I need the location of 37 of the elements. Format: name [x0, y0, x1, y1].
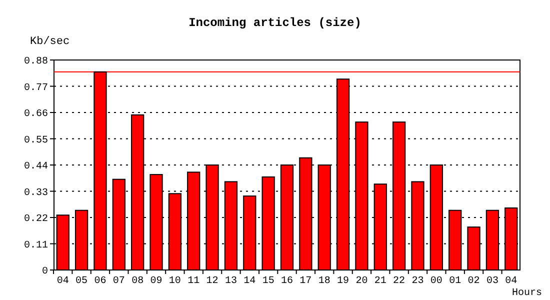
x-tick-label: 17	[300, 276, 312, 287]
y-tick-label: 0	[42, 266, 48, 278]
y-tick-label: 0.66	[24, 109, 48, 120]
x-tick-label: 08	[132, 276, 144, 287]
x-tick-label: 23	[412, 276, 424, 287]
x-tick-label: 10	[168, 276, 181, 287]
x-tick-label: 01	[449, 276, 462, 287]
y-tick-label: 0.33	[24, 188, 48, 199]
x-tick-label: 15	[262, 276, 274, 287]
y-tick-label: 0.22	[24, 214, 48, 225]
x-tick-label: 05	[76, 276, 88, 287]
x-tick-label: 07	[112, 276, 125, 287]
x-tick-label: 03	[486, 276, 498, 287]
x-tick-label: 11	[188, 276, 200, 287]
y-tick-label: 0.77	[24, 82, 48, 94]
x-axis-title: Hours	[512, 288, 542, 299]
x-tick-label: 21	[374, 276, 386, 287]
x-tick-label: 09	[150, 276, 162, 287]
x-tick-label: 02	[468, 276, 480, 287]
x-tick-label: 00	[430, 276, 442, 287]
x-tick-label: 20	[356, 276, 368, 287]
chart-title: Incoming articles (size)	[188, 16, 362, 30]
x-tick-label: 04	[505, 276, 518, 287]
x-tick-label: 22	[393, 276, 406, 287]
x-tick-label: 18	[318, 276, 330, 287]
x-tick-label: 19	[337, 276, 350, 287]
x-tick-label: 16	[280, 276, 294, 287]
x-tick-label: 14	[244, 276, 256, 287]
x-tick-label: 12	[206, 276, 218, 287]
y-tick-label: 0.11	[24, 240, 48, 252]
x-tick-label: 04	[56, 276, 69, 287]
y-tick-label: 0.44	[24, 162, 48, 172]
x-tick-label: 13	[224, 276, 237, 287]
y-tick-label: 0.55	[24, 135, 48, 146]
y-tick-label: 0.88	[24, 56, 48, 68]
y-axis-title: Kb/sec	[30, 36, 70, 48]
x-tick-label: 06	[94, 276, 106, 287]
